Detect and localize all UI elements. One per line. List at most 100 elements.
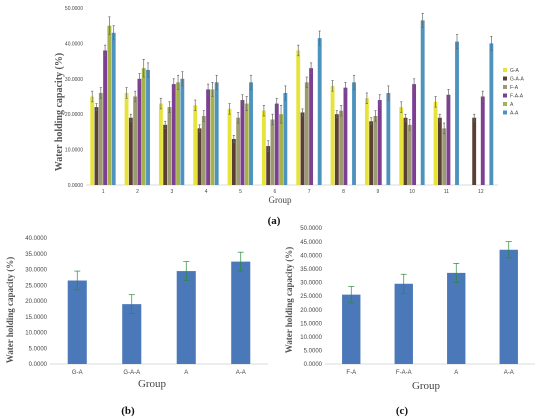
chart-a-error-bar — [198, 124, 201, 133]
chart-a-bar — [240, 100, 245, 185]
chart-a-error-bar — [262, 104, 265, 117]
chart-c-error-bar — [505, 241, 512, 259]
chart-a-panel-label: (a) — [268, 215, 281, 227]
chart-a-bar — [446, 94, 451, 185]
chart-a-bar — [261, 110, 266, 185]
chart-a-bar — [364, 98, 369, 185]
chart-a-bar — [373, 115, 378, 185]
chart-c-error-bar — [400, 273, 407, 294]
chart-a-xtick: 3 — [170, 189, 173, 195]
chart-a-legend-label: F-A-A — [510, 94, 524, 100]
chart-a-xtick: 11 — [444, 189, 449, 195]
chart-a-bar — [171, 84, 176, 185]
chart-c-ylabel: Water holding capacity (%) — [284, 247, 294, 354]
chart-a-legend-swatch — [503, 110, 507, 115]
chart-a-xtick: 1 — [102, 189, 105, 195]
chart-a-error-bar — [249, 74, 253, 90]
chart-a-bar — [489, 43, 494, 186]
chart-b-ytick: 40.0000 — [25, 236, 47, 242]
chart-c-bar — [342, 294, 361, 364]
chart-a-bar — [137, 78, 142, 185]
chart-a-error-bar — [211, 81, 214, 97]
chart-a-ytick: 50.0000 — [65, 6, 83, 12]
chart-b-ytick: 5.0000 — [29, 346, 48, 352]
chart-c-ytick: 25.0000 — [300, 294, 322, 300]
chart-a-error-bar — [387, 85, 390, 101]
chart-a-error-bar — [365, 92, 368, 104]
chart-a-bar — [249, 82, 253, 185]
chart-a-ylabel: Water holding capacity (%) — [54, 53, 65, 171]
chart-b-xtick: A-A — [236, 370, 246, 376]
chart-a-bar — [244, 103, 249, 185]
chart-a-error-bar — [129, 113, 132, 122]
chart-a-bar — [266, 146, 271, 185]
chart-a-error-bar — [168, 101, 171, 113]
chart-a-legend-swatch — [503, 102, 507, 106]
chart-a-bar — [283, 92, 288, 185]
chart-a-bar — [369, 121, 374, 185]
chart-c-error-bar — [348, 286, 355, 304]
chart-a-error-bar — [434, 96, 437, 108]
chart-a-error-bar — [481, 90, 484, 103]
chart-a-error-bar — [172, 78, 175, 90]
chart-a-error-bar — [241, 94, 244, 106]
chart-a-error-bar — [164, 120, 167, 129]
chart-a-bar — [141, 68, 146, 185]
chart-a-error-bar — [284, 85, 287, 101]
chart-a-xtick: 8 — [342, 189, 345, 195]
chart-c-xtick: F-A-A — [396, 370, 412, 376]
chart-a-bar — [455, 41, 459, 185]
chart-a-error-bar — [206, 83, 210, 96]
chart-a-bar — [206, 89, 211, 185]
chart-b: 0.0000 5.0000 10.0000 15.0000 20.0000 25.0000… — [5, 236, 268, 417]
chart-a-bar — [107, 25, 112, 186]
chart-a-bar — [201, 115, 206, 185]
chart-a-bar — [334, 114, 339, 185]
chart-a-bar — [133, 96, 138, 185]
chart-a-ytick: 40.0000 — [65, 41, 83, 47]
chart-a-legend-swatch — [503, 85, 507, 89]
chart-a-error-bar — [176, 74, 180, 90]
chart-b-ytick: 30.0000 — [25, 268, 47, 274]
chart-b-ytick: 20.0000 — [25, 299, 47, 305]
chart-a-bar — [124, 92, 129, 185]
chart-a-bar — [386, 92, 391, 185]
chart-a-bar — [317, 38, 322, 186]
chart-a-bar — [339, 110, 344, 185]
chart-a-error-bar — [237, 112, 240, 124]
chart-a-legend-swatch — [503, 68, 507, 72]
chart-a-error-bar — [112, 25, 115, 41]
chart-a-bar — [420, 20, 425, 185]
chart-b-ylabel: Water holding capacity (%) — [5, 257, 15, 364]
chart-a-bar — [433, 101, 438, 185]
chart-a-error-bar — [267, 140, 270, 152]
chart-b-bar — [176, 271, 196, 364]
chart-a-error-bar — [146, 62, 150, 78]
chart-a-error-bar — [421, 12, 424, 28]
chart-a-xtick: 2 — [136, 189, 139, 195]
chart-a-bar — [146, 69, 150, 185]
chart-a-bar — [343, 87, 348, 185]
chart-a-bar — [407, 124, 412, 185]
chart-a-legend-label: A — [510, 102, 514, 108]
chart-a-error-bar — [443, 122, 446, 135]
chart-a-error-bar — [400, 101, 403, 113]
chart-a-bar — [103, 50, 108, 186]
chart-a-error-bar — [344, 81, 347, 94]
chart-a-error-bar — [305, 76, 308, 89]
chart-a-bar — [352, 82, 356, 185]
chart-b-error-bar — [128, 294, 135, 314]
chart-a-bar — [231, 138, 236, 185]
chart-a-legend-swatch — [503, 93, 507, 98]
chart-a-bar — [94, 107, 99, 185]
chart-a-legend: G-A G-A-A F-A F-A-A A A-A — [503, 68, 525, 117]
chart-a-error-bar — [108, 16, 111, 35]
chart-b-bar — [122, 304, 142, 364]
chart-b-ytick: 15.0000 — [25, 315, 47, 321]
chart-a-error-bar — [215, 74, 218, 90]
chart-a-bar — [309, 68, 314, 185]
chart-a-bar — [90, 96, 95, 185]
chart-a-error-bar — [335, 110, 338, 119]
chart-a-bar — [163, 124, 168, 185]
chart-c-xtick: A-A — [504, 370, 514, 376]
